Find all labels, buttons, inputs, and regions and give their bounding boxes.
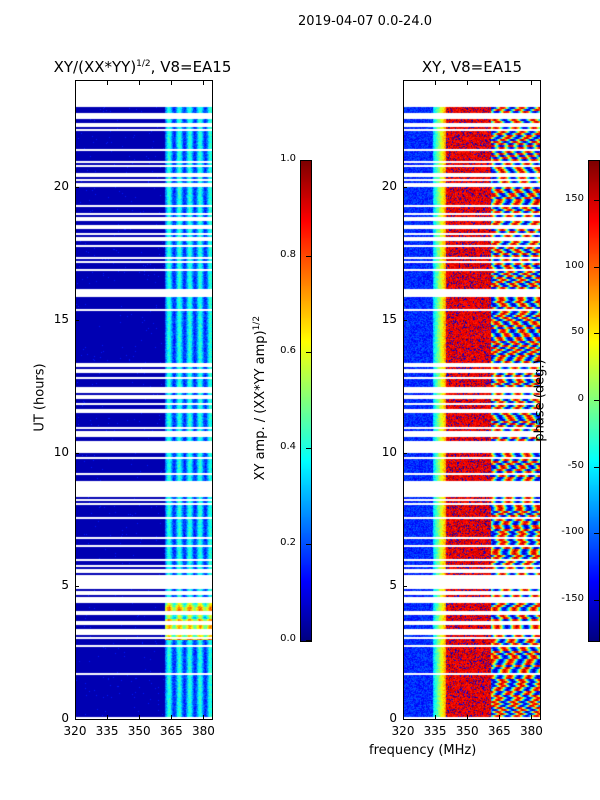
colorbar-tick-mark (306, 448, 311, 449)
y-tick-mark (75, 452, 79, 454)
colorbar-tick-mark (594, 400, 599, 401)
x-tick-mark (171, 715, 173, 719)
x-tick-mark (107, 715, 109, 719)
x-tick-label: 380 (519, 724, 543, 738)
colorbar-tick-label: -100 (561, 526, 584, 538)
y-tick-mark (75, 585, 79, 587)
y-axis-label: UT (hours) (32, 363, 48, 432)
y-tick-label: 15 (53, 311, 69, 326)
x-tick-mark-top (499, 81, 501, 85)
y-tick-mark (403, 452, 407, 454)
x-tick-mark-top (107, 81, 109, 85)
y-tick-mark (75, 719, 79, 720)
y-tick-label: 20 (53, 178, 69, 193)
colorbar-tick-mark (594, 466, 599, 468)
colorbar-tick-label: -150 (561, 593, 584, 604)
x-tick-mark-top (435, 81, 437, 85)
colorbar-tick-label: 0 (577, 393, 584, 404)
x-tick-mark-top (75, 81, 76, 85)
colorbar-tick-label: 100 (564, 259, 584, 271)
x-tick-mark-top (171, 81, 173, 85)
y-tick-mark (403, 719, 407, 720)
y-tick-label: 5 (61, 577, 69, 592)
amplitude-colorbar-label: XY amp. / (XX*YY amp)1/2 (252, 298, 268, 498)
colorbar-tick-label: 0.8 (280, 249, 296, 260)
colorbar-tick-mark (306, 544, 311, 545)
phase-heatmap (403, 80, 540, 719)
colorbar-tick-mark (594, 266, 599, 268)
colorbar-tick-mark (594, 200, 599, 201)
title-sup: 1/2 (136, 59, 151, 69)
x-tick-mark-top (531, 81, 533, 85)
x-tick-label: 365 (159, 724, 183, 738)
x-tick-label: 320 (391, 724, 415, 738)
x-tick-mark (403, 715, 404, 719)
x-tick-mark (467, 715, 469, 719)
y-tick-mark (403, 186, 407, 188)
phase-colorbar (588, 160, 600, 642)
colorbar-tick-mark (594, 533, 599, 535)
x-tick-mark-top (403, 81, 404, 85)
x-tick-label: 335 (95, 724, 119, 738)
x-tick-label: 320 (63, 724, 87, 738)
left-axes-frame (75, 80, 213, 720)
x-tick-label: 350 (127, 724, 151, 738)
colorbar-tick-label: 50 (571, 326, 584, 338)
colorbar-tick-label: 0.6 (280, 345, 296, 356)
x-tick-label: 380 (191, 724, 215, 738)
title-main: XY/(XX*YY) (53, 58, 137, 76)
x-tick-mark (139, 715, 141, 719)
x-tick-mark (75, 715, 76, 719)
colorbar-tick-mark (306, 352, 311, 353)
phase-colorbar-label: phase (deg.) (532, 359, 548, 442)
y-tick-label: 0 (389, 711, 397, 725)
suptitle: 2019-04-07 0.0-24.0 (298, 14, 432, 29)
y-tick-mark (75, 319, 79, 321)
y-tick-mark (403, 319, 407, 321)
colorbar-tick-label: 150 (564, 193, 584, 204)
amplitude-heatmap (75, 80, 212, 719)
x-tick-mark (435, 715, 437, 719)
amplitude-colorbar (300, 160, 312, 642)
colorbar-tick-label: 1.0 (280, 153, 296, 164)
y-tick-label: 10 (53, 444, 69, 459)
y-tick-label: 15 (381, 311, 397, 326)
cb-label-sup: 1/2 (251, 315, 262, 331)
x-tick-label: 335 (423, 724, 447, 738)
title-tail: , V8=EA15 (150, 58, 232, 76)
colorbar-tick-mark (306, 256, 311, 257)
x-axis-label: frequency (MHz) (369, 743, 477, 758)
colorbar-tick-mark (306, 160, 311, 161)
colorbar-tick-mark (594, 333, 599, 335)
x-tick-label: 365 (487, 724, 511, 738)
colorbar-tick-label: 0.2 (280, 537, 296, 548)
right-axes-frame (403, 80, 541, 720)
x-tick-mark-top (139, 81, 141, 85)
x-tick-label: 350 (455, 724, 479, 738)
colorbar-tick-label: 0.0 (280, 633, 296, 644)
colorbar-tick-mark (306, 640, 311, 641)
right-panel-title: XY, V8=EA15 (421, 58, 523, 76)
colorbar-tick-label: 0.4 (280, 441, 296, 452)
x-tick-mark-top (203, 81, 205, 85)
y-tick-mark (403, 585, 407, 587)
x-tick-mark (531, 715, 533, 719)
left-panel-title: XY/(XX*YY)1/2, V8=EA15 (40, 58, 245, 76)
y-tick-label: 0 (61, 711, 69, 725)
y-tick-label: 10 (381, 444, 397, 459)
colorbar-tick-label: -50 (567, 459, 584, 471)
colorbar-tick-mark (594, 600, 599, 601)
y-tick-label: 20 (381, 178, 397, 193)
x-tick-mark (499, 715, 501, 719)
y-tick-label: 5 (389, 577, 397, 592)
x-tick-mark (203, 715, 205, 719)
x-tick-mark-top (467, 81, 469, 85)
y-tick-mark (75, 186, 79, 188)
